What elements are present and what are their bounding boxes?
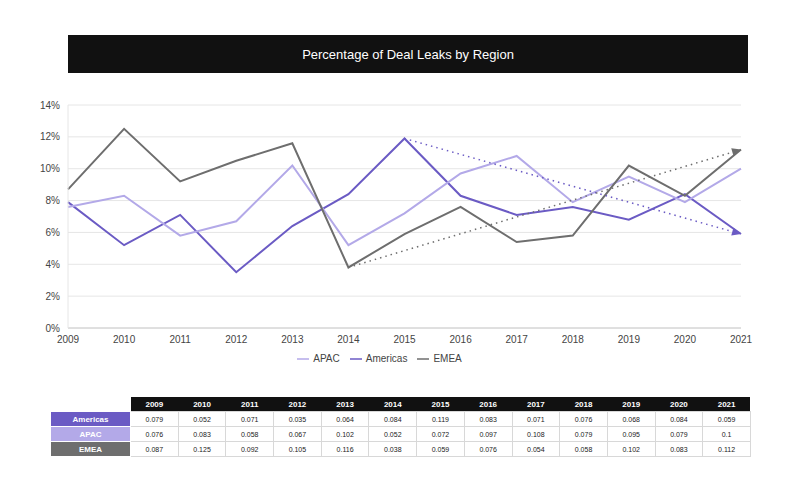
html-text:2011: 2011 xyxy=(241,399,259,409)
html-text:0.067: 0.067 xyxy=(288,430,307,438)
html-text:0.079: 0.079 xyxy=(574,430,593,438)
html-text:0.116: 0.116 xyxy=(336,445,354,453)
html-text:0.058: 0.058 xyxy=(574,445,593,453)
html-text:0.1: 0.1 xyxy=(721,430,732,438)
svg-text:2010: 2010 xyxy=(113,334,136,345)
svg-text:2012: 2012 xyxy=(225,334,248,345)
html-text:0.076: 0.076 xyxy=(479,445,497,453)
html-text:EMEA: EMEA xyxy=(78,444,103,454)
html-text:0.072: 0.072 xyxy=(431,430,450,438)
html-text:0.054: 0.054 xyxy=(527,445,545,453)
html-text:Percentage of Deal Leaks by Re: Percentage of Deal Leaks by Region xyxy=(302,46,514,62)
svg-text:6%: 6% xyxy=(46,227,61,238)
html-text:0.076: 0.076 xyxy=(145,430,164,438)
html-text:0.108: 0.108 xyxy=(527,430,545,438)
svg-text:2%: 2% xyxy=(46,291,61,302)
svg-text:2019: 2019 xyxy=(618,334,641,345)
html-text:0.038: 0.038 xyxy=(384,445,402,453)
html-text:0.079: 0.079 xyxy=(145,415,164,423)
html-text:0.125: 0.125 xyxy=(193,445,211,453)
html-text:0.084: 0.084 xyxy=(670,415,688,423)
html-text:Americas: Americas xyxy=(365,353,408,364)
svg-text:12%: 12% xyxy=(40,131,60,142)
svg-text:2018: 2018 xyxy=(562,334,585,345)
html-text:2018: 2018 xyxy=(574,399,593,409)
html-text:0.083: 0.083 xyxy=(479,415,497,423)
html-text:2020: 2020 xyxy=(670,399,688,409)
html-text:0.083: 0.083 xyxy=(670,445,688,453)
svg-text:2009: 2009 xyxy=(57,334,80,345)
svg-text:2017: 2017 xyxy=(506,334,529,345)
html-text:0.095: 0.095 xyxy=(622,430,640,438)
html-text:2016: 2016 xyxy=(479,399,497,409)
html-text:2009: 2009 xyxy=(145,399,164,409)
html-text:0.058: 0.058 xyxy=(241,430,259,438)
html-text:0.087: 0.087 xyxy=(145,445,164,453)
svg-text:2013: 2013 xyxy=(281,334,304,345)
html-text:0.079: 0.079 xyxy=(670,430,688,438)
html-text:2013: 2013 xyxy=(336,399,354,409)
html-text:0.102: 0.102 xyxy=(622,445,640,453)
html-text:APAC: APAC xyxy=(79,429,102,439)
html-text:0.071: 0.071 xyxy=(241,415,259,423)
html-text:0.068: 0.068 xyxy=(622,415,640,423)
svg-text:14%: 14% xyxy=(40,100,60,111)
html-text:0.083: 0.083 xyxy=(193,430,211,438)
html-text:0.059: 0.059 xyxy=(431,445,450,453)
html-text:2021: 2021 xyxy=(717,399,736,409)
html-text:APAC: APAC xyxy=(313,353,340,364)
html-text:0.064: 0.064 xyxy=(336,415,354,423)
svg-text:2011: 2011 xyxy=(169,334,191,345)
svg-text:4%: 4% xyxy=(46,259,61,270)
html-text:2015: 2015 xyxy=(431,399,450,409)
html-text:2012: 2012 xyxy=(288,399,307,409)
html-text:0.084: 0.084 xyxy=(384,415,402,423)
html-text:0.092: 0.092 xyxy=(241,445,259,453)
html-text:2014: 2014 xyxy=(383,399,402,409)
html-text:2010: 2010 xyxy=(193,399,211,409)
html-text:0.052: 0.052 xyxy=(384,430,402,438)
svg-text:8%: 8% xyxy=(46,195,61,206)
html-text:0.105: 0.105 xyxy=(288,445,307,453)
html-text:0.097: 0.097 xyxy=(479,430,497,438)
html-text:Americas: Americas xyxy=(72,414,109,424)
svg-text:2021: 2021 xyxy=(730,334,753,345)
svg-text:0%: 0% xyxy=(46,323,61,334)
html-text:0.052: 0.052 xyxy=(193,415,211,423)
html-text:0.076: 0.076 xyxy=(574,415,593,423)
svg-text:2015: 2015 xyxy=(393,334,416,345)
svg-text:10%: 10% xyxy=(40,163,60,174)
html-text:2019: 2019 xyxy=(622,399,641,409)
html-text:0.071: 0.071 xyxy=(527,415,545,423)
svg-text:2016: 2016 xyxy=(449,334,472,345)
html-text:0.102: 0.102 xyxy=(336,430,354,438)
html-text:0.112: 0.112 xyxy=(718,445,736,453)
html-text:2017: 2017 xyxy=(526,399,545,409)
html-text:0.035: 0.035 xyxy=(288,415,307,423)
html-text:0.119: 0.119 xyxy=(432,415,449,423)
svg-text:2014: 2014 xyxy=(337,334,360,345)
svg-text:2020: 2020 xyxy=(674,334,697,345)
html-text:0.059: 0.059 xyxy=(717,415,736,423)
html-text:EMEA: EMEA xyxy=(433,353,462,364)
